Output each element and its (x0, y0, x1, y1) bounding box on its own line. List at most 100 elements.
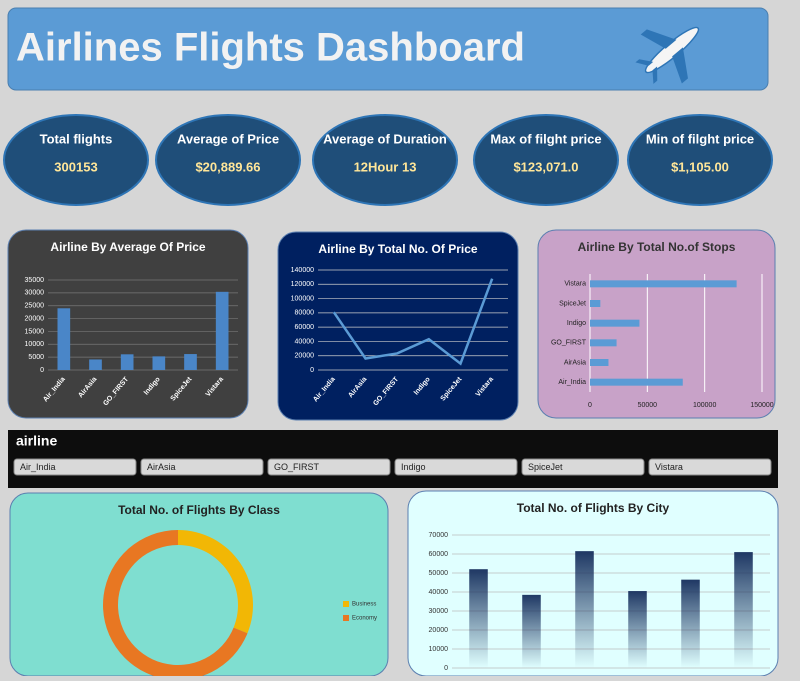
y-tick-label: Vistara (564, 281, 586, 288)
x-tick-label: 150000 (750, 402, 773, 409)
slicer-item[interactable] (267, 458, 391, 476)
kpi-value: 12Hour 13 (354, 159, 417, 174)
chart-title: Total No. of Flights By City (517, 501, 670, 515)
y-tick-label: 80000 (295, 310, 315, 317)
kpi-label: Max of filght price (490, 131, 601, 146)
kpi-label: Total flights (40, 131, 113, 146)
kpi-value: $123,071.0 (513, 159, 578, 174)
y-tick-label: AirAsia (564, 359, 586, 366)
bar (522, 594, 541, 668)
bar (590, 300, 601, 307)
header-bar (7, 7, 769, 91)
y-tick-label: 0 (310, 367, 314, 374)
y-tick-label: 70000 (429, 532, 449, 539)
kpi-value: $20,889.66 (195, 159, 260, 174)
y-tick-label: 25000 (25, 303, 45, 310)
dashboard-title: Airlines Flights Dashboard (16, 26, 525, 70)
y-tick-label: 140000 (291, 267, 314, 274)
slicer-item[interactable] (394, 458, 518, 476)
y-tick-label: 40000 (295, 338, 315, 345)
kpi-label: Average of Duration (323, 131, 447, 146)
y-tick-label: 0 (444, 665, 448, 672)
bar (469, 569, 488, 668)
chart-panel (7, 229, 249, 419)
bar (681, 579, 700, 668)
bar (184, 354, 197, 370)
chart-title: Airline By Total No.of Stops (578, 240, 736, 254)
x-tick-label: 50000 (638, 402, 658, 409)
y-tick-label: 30000 (429, 608, 449, 615)
y-tick-label: 5000 (28, 354, 44, 361)
kpi-label: Average of Price (177, 131, 279, 146)
legend-label: Business (352, 602, 376, 608)
chart-panel (277, 231, 519, 421)
line (332, 278, 494, 366)
y-tick-label: 10000 (429, 646, 449, 653)
slicer-item-label[interactable]: Indigo (401, 462, 426, 472)
y-tick-label: Air_India (558, 379, 586, 386)
content: Total flights 300153 Average of Price $20,8… (3, 114, 779, 680)
kpi-value: 300153 (54, 159, 97, 174)
y-tick-label: 35000 (25, 277, 45, 284)
kpi-card (312, 114, 458, 206)
y-tick-label: 20000 (25, 315, 45, 322)
chart-title: Airline By Total No. Of Price (318, 242, 477, 256)
y-tick-label: 60000 (429, 551, 449, 558)
bar (590, 319, 640, 327)
slicer-item[interactable] (13, 458, 137, 476)
bar (120, 354, 134, 370)
kpi-card (473, 114, 619, 206)
kpi-card (627, 114, 773, 206)
slicer-item-label[interactable]: AirAsia (147, 462, 176, 472)
chart-title: Total No. of Flights By Class (118, 503, 280, 517)
slicer-item[interactable] (140, 458, 264, 476)
donut-slice (178, 530, 253, 634)
bar (575, 551, 594, 668)
y-tick-label: 10000 (25, 341, 45, 348)
y-tick-label: 15000 (25, 328, 45, 335)
y-tick-label: Indigo (567, 320, 586, 327)
y-tick-label: 50000 (429, 570, 449, 577)
slicer-item[interactable] (648, 458, 772, 476)
bar (734, 552, 753, 668)
kpi-card (155, 114, 301, 206)
chart-title: Airline By Average Of Price (50, 240, 206, 254)
x-tick-label: 0 (588, 402, 592, 409)
y-tick-label: 100000 (291, 295, 314, 302)
y-tick-label: 20000 (295, 353, 315, 360)
kpi-label: Min of filght price (646, 131, 754, 146)
bar (215, 291, 229, 370)
plane-icon (635, 26, 700, 84)
y-tick-label: 0 (40, 367, 44, 374)
y-tick-label: 40000 (429, 589, 449, 596)
slicer-item-label[interactable]: SpiceJet (528, 462, 563, 472)
bar (590, 359, 609, 366)
slicer-item-label[interactable]: Air_India (20, 462, 56, 472)
y-tick-label: 30000 (25, 290, 45, 297)
bar (590, 378, 683, 386)
slicer-panel (8, 430, 778, 488)
bar (628, 591, 647, 668)
bar (590, 280, 737, 288)
chart-panel (537, 229, 776, 419)
bar (152, 356, 166, 370)
slicer-item-label[interactable]: GO_FIRST (274, 462, 320, 472)
bar (590, 339, 617, 347)
legend-swatch (343, 601, 349, 607)
x-tick-label: 100000 (693, 402, 716, 409)
slicer-item-label[interactable]: Vistara (655, 462, 683, 472)
legend-swatch (343, 615, 349, 621)
bar (57, 308, 71, 370)
bar (89, 359, 102, 370)
y-tick-label: 20000 (429, 627, 449, 634)
y-tick-label: SpiceJet (559, 300, 586, 307)
y-tick-label: 120000 (291, 281, 314, 288)
y-tick-label: 60000 (295, 324, 315, 331)
slicer-item[interactable] (521, 458, 645, 476)
kpi-card (3, 114, 149, 206)
slicer-title: airline (16, 433, 57, 449)
legend-label: Economy (352, 616, 377, 622)
kpi-value: $1,105.00 (671, 159, 729, 174)
